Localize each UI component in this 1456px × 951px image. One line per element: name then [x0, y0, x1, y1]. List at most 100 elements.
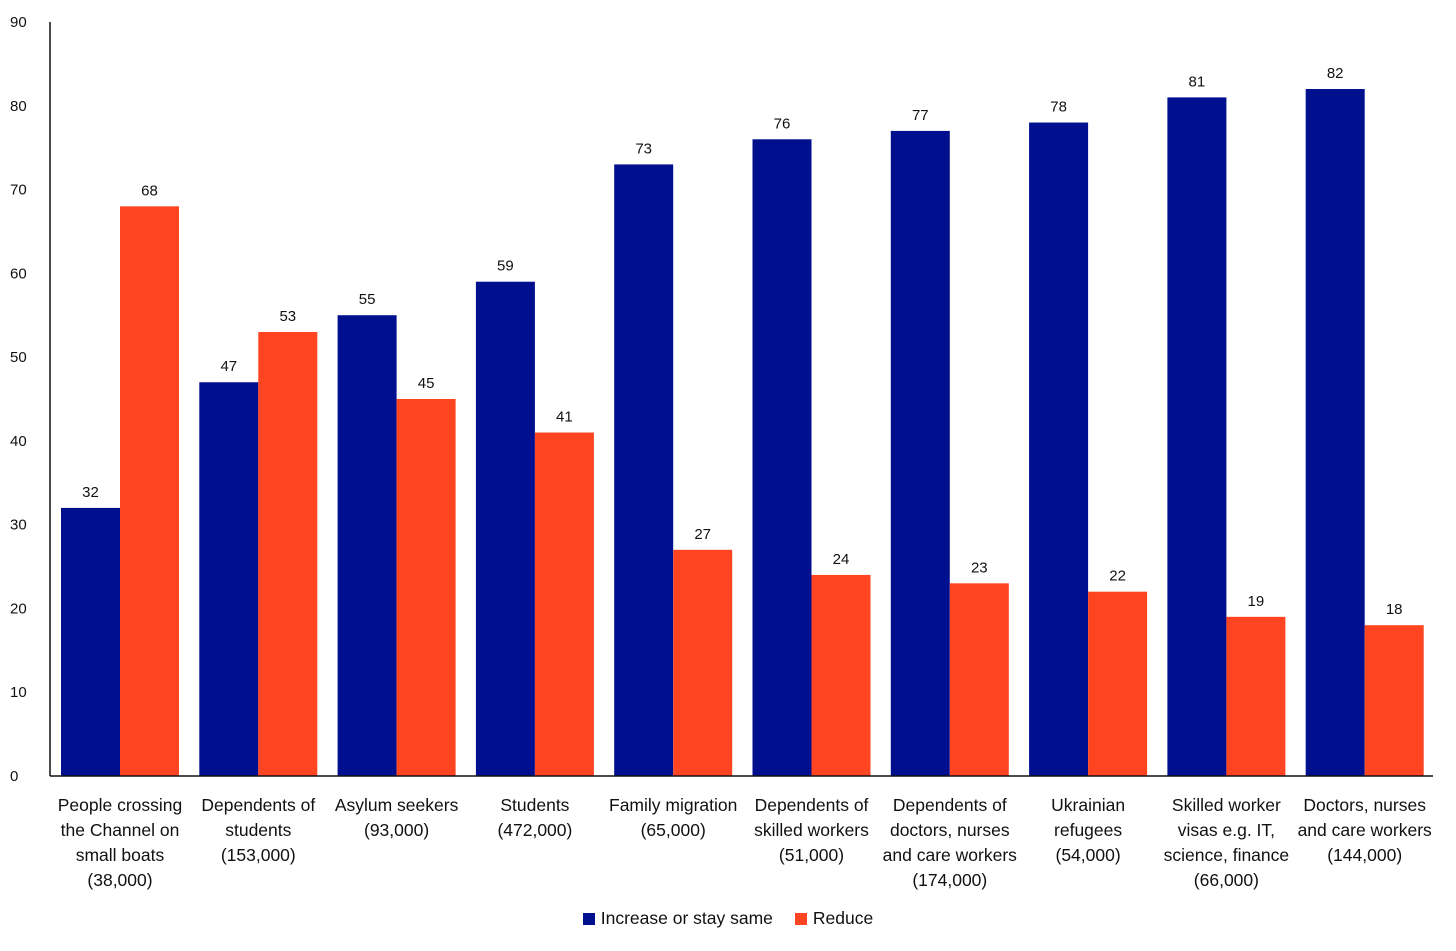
category-label-6-line-1: doctors, nurses: [890, 820, 1010, 840]
value-label-series-0-cat-3: 59: [497, 258, 514, 275]
bar-series-0-cat-9: [1305, 89, 1365, 777]
value-label-series-1-cat-9: 18: [1386, 601, 1403, 618]
value-label-series-1-cat-1: 53: [279, 308, 296, 325]
bar-series-1-cat-9: [1364, 625, 1424, 776]
category-label-0-line-2: small boats: [76, 845, 165, 865]
category-label-6-line-2: and care workers: [883, 845, 1017, 865]
y-tick-label-60: 60: [10, 265, 27, 282]
y-axis-ticks: 0 10 20 30 40 50 60 70 80 90: [10, 14, 27, 785]
value-label-series-1-cat-8: 19: [1248, 593, 1265, 610]
category-label-5: Dependents of skilled workers (51,000): [754, 795, 869, 865]
bar-series-0-cat-1: [199, 382, 259, 776]
y-tick-label-30: 30: [10, 517, 27, 534]
legend-swatch-series-1: [794, 912, 807, 925]
legend-label-series-0: Increase or stay same: [600, 908, 773, 928]
bar-series-1-cat-0: [120, 206, 179, 777]
value-label-series-1-cat-6: 23: [971, 559, 988, 576]
value-label-series-0-cat-2: 55: [359, 291, 376, 308]
category-label-9-line-1: and care workers: [1298, 820, 1432, 840]
bar-series-0-cat-3: [475, 281, 535, 776]
category-label-0-line-0: People crossing: [58, 795, 183, 815]
category-label-3: Students (472,000): [497, 795, 572, 840]
value-labels-group: 32 47 55 59 73 76 77 78 81 82 68 53 45 41 27 24 23 22 19 18: [82, 65, 1402, 618]
category-label-2-line-0: Asylum seekers: [335, 795, 459, 815]
category-label-6: Dependents of doctors, nurses and care wor…: [883, 795, 1017, 890]
value-label-series-1-cat-4: 27: [694, 526, 711, 543]
legend-swatch-series-0: [582, 912, 595, 925]
category-label-2: Asylum seekers (93,000): [335, 795, 459, 840]
bar-series-1-cat-8: [1226, 616, 1286, 776]
category-label-0-line-3: (38,000): [87, 870, 152, 890]
category-label-7-line-2: (54,000): [1056, 845, 1121, 865]
y-tick-label-20: 20: [10, 600, 27, 617]
category-label-9: Doctors, nurses and care workers (144,000): [1298, 795, 1432, 865]
category-label-8-line-3: (66,000): [1194, 870, 1259, 890]
category-label-8: Skilled worker visas e.g. IT, science, fin…: [1164, 795, 1290, 890]
category-label-1-line-1: students: [225, 820, 291, 840]
category-label-2-line-1: (93,000): [364, 820, 429, 840]
bar-series-0-cat-5: [752, 139, 812, 777]
category-label-6-line-0: Dependents of: [893, 795, 1007, 815]
bar-series-1-cat-6: [949, 583, 1009, 776]
category-label-0-line-1: the Channel on: [61, 820, 180, 840]
bar-series-0-cat-6: [890, 130, 950, 776]
bar-series-0-cat-4: [614, 164, 674, 776]
bar-series-1-cat-3: [534, 432, 594, 776]
legend-item-series-0: Increase or stay same: [582, 908, 773, 929]
bar-series-0-cat-2: [337, 315, 397, 776]
legend-item-series-1: Reduce: [794, 908, 874, 929]
axes: [49, 22, 1433, 777]
value-label-series-1-cat-2: 45: [418, 375, 435, 392]
bars-group: [61, 89, 1424, 777]
category-label-7: Ukrainian refugees (54,000): [1051, 795, 1125, 865]
category-labels-group: People crossing the Channel on small boats…: [58, 795, 1432, 890]
category-label-8-line-2: science, finance: [1164, 845, 1290, 865]
category-label-7-line-0: Ukrainian: [1051, 795, 1125, 815]
value-label-series-1-cat-5: 24: [833, 551, 850, 568]
value-label-series-0-cat-5: 76: [774, 115, 791, 132]
category-label-7-line-1: refugees: [1054, 820, 1122, 840]
value-label-series-0-cat-9: 82: [1327, 65, 1344, 82]
bar-series-0-cat-8: [1167, 97, 1227, 776]
category-label-9-line-2: (144,000): [1327, 845, 1402, 865]
value-label-series-0-cat-6: 77: [912, 107, 929, 124]
value-label-series-0-cat-4: 73: [635, 140, 652, 157]
bar-series-0-cat-7: [1029, 122, 1089, 777]
value-label-series-1-cat-3: 41: [556, 409, 573, 426]
bar-series-1-cat-1: [258, 331, 318, 776]
bar-chart-canvas: 0 10 20 30 40 50 60 70 80 90 32 47 55 59 73 76 77 78 81 82…: [10, 14, 1433, 890]
category-label-5-line-2: (51,000): [779, 845, 844, 865]
bar-series-0-cat-0: [61, 507, 120, 776]
category-label-0: People crossing the Channel on small boats…: [58, 795, 183, 890]
y-tick-label-70: 70: [10, 182, 27, 199]
category-label-3-line-0: Students: [500, 795, 569, 815]
bar-series-1-cat-5: [811, 574, 871, 776]
category-label-8-line-0: Skilled worker: [1172, 795, 1281, 815]
legend: Increase or stay same Reduce: [0, 908, 1456, 929]
value-label-series-1-cat-0: 68: [141, 182, 158, 199]
category-label-5-line-0: Dependents of: [755, 795, 869, 815]
category-label-3-line-1: (472,000): [497, 820, 572, 840]
category-label-5-line-1: skilled workers: [754, 820, 869, 840]
value-label-series-0-cat-7: 78: [1050, 99, 1067, 116]
y-tick-label-40: 40: [10, 433, 27, 450]
category-label-6-line-3: (174,000): [912, 870, 987, 890]
value-label-series-0-cat-8: 81: [1189, 73, 1206, 90]
y-tick-label-0: 0: [10, 768, 18, 785]
y-tick-label-50: 50: [10, 349, 27, 366]
y-tick-label-80: 80: [10, 98, 27, 115]
bar-series-1-cat-2: [396, 399, 456, 776]
category-label-8-line-1: visas e.g. IT,: [1178, 820, 1275, 840]
value-label-series-0-cat-0: 32: [82, 484, 99, 501]
value-label-series-0-cat-1: 47: [220, 358, 237, 375]
value-label-series-1-cat-7: 22: [1109, 568, 1126, 585]
bar-series-1-cat-7: [1088, 591, 1148, 776]
category-label-1: Dependents of students (153,000): [201, 795, 315, 865]
bar-series-1-cat-4: [673, 549, 733, 776]
category-label-4-line-1: (65,000): [641, 820, 706, 840]
legend-label-series-1: Reduce: [812, 908, 874, 928]
y-tick-label-10: 10: [10, 684, 27, 701]
category-label-4-line-0: Family migration: [609, 795, 737, 815]
y-tick-label-90: 90: [10, 14, 27, 31]
